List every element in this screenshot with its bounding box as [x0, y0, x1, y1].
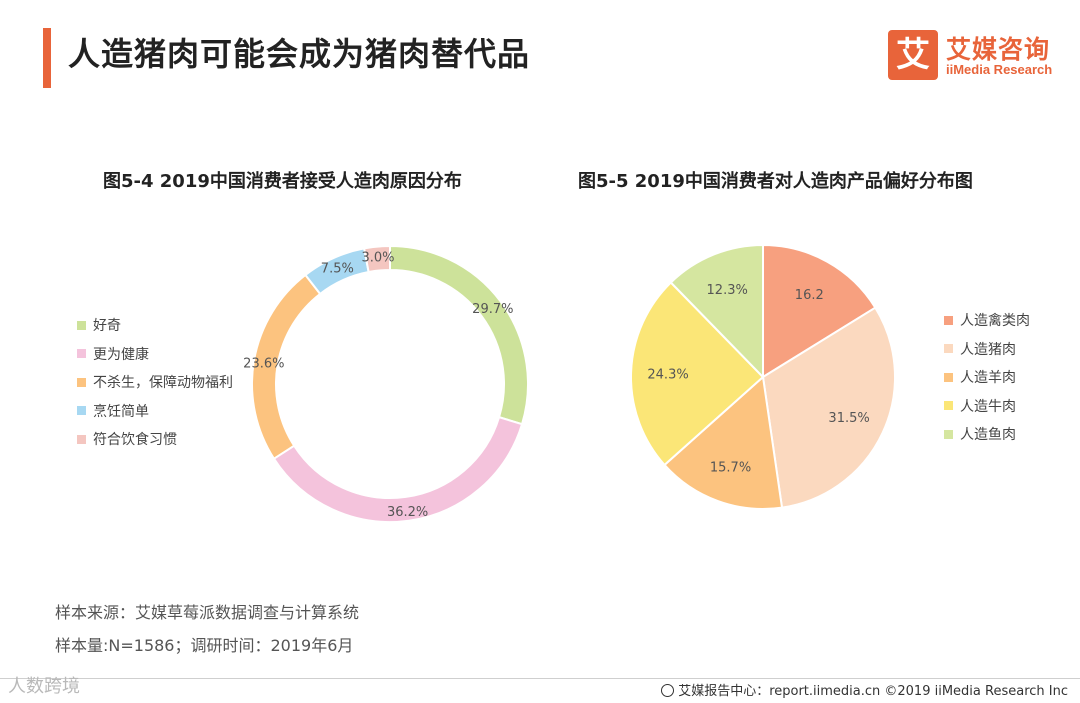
- reasons-legend-item-4: 烹饪简单: [77, 397, 233, 426]
- preference-legend-label-4: 人造牛肉: [960, 398, 1016, 415]
- chart-title-preference: 图5-5 2019中国消费者对人造肉产品偏好分布图: [578, 171, 973, 192]
- reasons-slice-5: [362, 244, 391, 274]
- reasons-label-3: 23.6%: [243, 356, 284, 371]
- logo-mark: 艾: [888, 30, 938, 80]
- preference-legend-item-1: 人造禽类肉: [944, 306, 1030, 335]
- reasons-legend-label-3: 不杀生，保障动物福利: [93, 375, 233, 392]
- preference-legend-swatch-4: [944, 401, 953, 411]
- preference-legend-item-3: 人造羊肉: [944, 363, 1030, 392]
- preference-legend-label-2: 人造猪肉: [960, 341, 1016, 358]
- reasons-legend-label-2: 更为健康: [93, 346, 149, 363]
- footer-divider: [0, 678, 1080, 679]
- brand-logo: 艾 艾媒咨询 iiMedia Research: [888, 30, 1068, 82]
- reasons-label-4: 7.5%: [321, 261, 354, 276]
- footer-text: 艾媒报告中心：report.iimedia.cn ©2019 iiMedia R…: [678, 684, 1068, 699]
- footer: 艾媒报告中心：report.iimedia.cn ©2019 iiMedia R…: [661, 680, 1068, 699]
- preference-legend-swatch-1: [944, 315, 953, 325]
- sample-text: 样本量:N=1586；调研时间：2019年6月: [55, 636, 354, 655]
- logo-name: 艾媒咨询: [946, 35, 1051, 64]
- reasons-legend-swatch-1: [77, 320, 86, 330]
- title-accent-bar: [43, 28, 51, 88]
- reasons-slice-1: [389, 244, 529, 426]
- logo-subtitle: iiMedia Research: [946, 62, 1053, 77]
- reasons-legend-label-4: 烹饪简单: [93, 403, 149, 420]
- reasons-legend-item-1: 好奇: [77, 311, 233, 340]
- legend-preference: 人造禽类肉人造猪肉人造羊肉人造牛肉人造鱼肉: [944, 306, 1030, 449]
- reasons-label-2: 36.2%: [387, 505, 428, 520]
- preference-legend-label-3: 人造羊肉: [960, 370, 1016, 387]
- page-title: 人造猪肉可能会成为猪肉替代品: [68, 35, 531, 73]
- reasons-legend-swatch-4: [77, 406, 86, 416]
- chart-title-reasons: 图5-4 2019中国消费者接受人造肉原因分布: [103, 171, 462, 192]
- reasons-legend-swatch-5: [77, 434, 86, 444]
- preference-legend-swatch-3: [944, 372, 953, 382]
- preference-legend-label-5: 人造鱼肉: [960, 427, 1016, 444]
- reasons-label-1: 29.7%: [472, 302, 513, 317]
- reasons-legend-item-5: 符合饮食习惯: [77, 425, 233, 454]
- reasons-legend-item-3: 不杀生，保障动物福利: [77, 368, 233, 397]
- preference-legend-label-1: 人造禽类肉: [960, 313, 1030, 330]
- legend-reasons: 好奇更为健康不杀生，保障动物福利 烹饪简单符合饮食习惯: [77, 311, 233, 454]
- reasons-legend-item-2: 更为健康: [77, 340, 233, 369]
- preference-legend-item-2: 人造猪肉: [944, 335, 1030, 364]
- preference-legend-swatch-2: [944, 344, 953, 354]
- preference-legend-swatch-5: [944, 429, 953, 439]
- reasons-legend-label-5: 符合饮食习惯: [93, 432, 177, 449]
- preference-legend-item-5: 人造鱼肉: [944, 420, 1030, 449]
- watermark-text: 人数跨境: [8, 676, 80, 697]
- reasons-legend-swatch-3: [77, 377, 86, 387]
- reasons-label-5: 3.0%: [361, 251, 394, 266]
- reasons-legend-swatch-2: [77, 349, 86, 359]
- globe-icon: [661, 684, 675, 697]
- source-text: 样本来源：艾媒草莓派数据调查与计算系统: [55, 603, 360, 622]
- reasons-legend-label-1: 好奇: [93, 318, 121, 335]
- preference-legend-item-4: 人造牛肉: [944, 392, 1030, 421]
